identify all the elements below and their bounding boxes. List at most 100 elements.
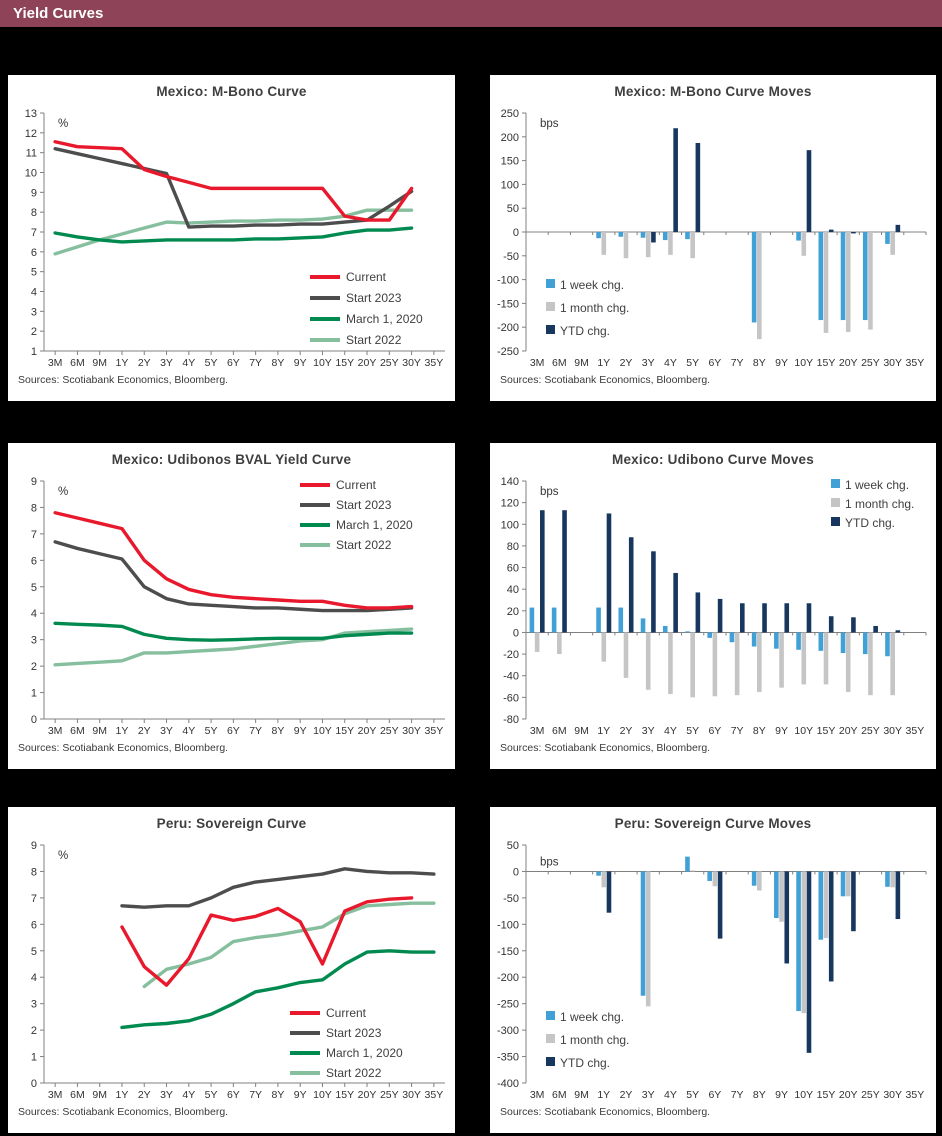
svg-text:8Y: 8Y — [271, 357, 284, 369]
svg-text:9M: 9M — [92, 357, 107, 369]
svg-text:30Y: 30Y — [402, 725, 421, 737]
svg-text:30Y: 30Y — [883, 1089, 902, 1101]
svg-text:3Y: 3Y — [160, 1089, 173, 1101]
svg-text:3M: 3M — [48, 357, 63, 369]
svg-text:9M: 9M — [92, 725, 107, 737]
page-title: Yield Curves — [13, 5, 104, 22]
svg-text:10Y: 10Y — [313, 357, 332, 369]
svg-text:5Y: 5Y — [686, 725, 699, 737]
chart-title: Peru: Sovereign Curve Moves — [614, 816, 812, 831]
svg-text:8Y: 8Y — [753, 1089, 766, 1101]
svg-text:8Y: 8Y — [753, 725, 766, 737]
svg-text:YTD chg.: YTD chg. — [560, 1056, 610, 1070]
svg-text:-60: -60 — [503, 692, 519, 704]
svg-text:Start 2023: Start 2023 — [326, 1026, 382, 1040]
svg-text:4: 4 — [31, 608, 37, 620]
svg-text:20Y: 20Y — [358, 725, 377, 737]
svg-text:12: 12 — [25, 128, 37, 140]
chart-canvas-bar: -400 -350 -300 -250 -200 -150 -100 -50 0 50 3M 6M 9M… — [497, 840, 927, 1101]
svg-text:3M: 3M — [530, 725, 545, 737]
svg-text:1Y: 1Y — [597, 725, 610, 737]
svg-text:-40: -40 — [503, 671, 519, 683]
svg-text:8Y: 8Y — [271, 1089, 284, 1101]
svg-text:35Y: 35Y — [906, 725, 925, 737]
svg-text:4Y: 4Y — [664, 357, 677, 369]
svg-text:9Y: 9Y — [775, 725, 788, 737]
svg-text:6M: 6M — [70, 1089, 85, 1101]
svg-text:-100: -100 — [497, 919, 519, 931]
svg-text:-50: -50 — [503, 893, 519, 905]
chart-canvas-bar: -250 -200 -150 -100 -50 0 50 100 150 200 250 3M 6M 9M… — [497, 108, 927, 369]
svg-text:5Y: 5Y — [686, 357, 699, 369]
svg-text:8: 8 — [31, 502, 37, 514]
svg-text:20Y: 20Y — [839, 725, 858, 737]
svg-text:7: 7 — [31, 893, 37, 905]
svg-text:7: 7 — [31, 529, 37, 541]
svg-text:1 month chg.: 1 month chg. — [845, 497, 914, 511]
svg-text:8: 8 — [31, 207, 37, 219]
svg-text:30Y: 30Y — [883, 357, 902, 369]
svg-text:15Y: 15Y — [817, 357, 836, 369]
sources-text: Sources: Scotiabank Economics, Bloomberg… — [500, 374, 711, 386]
svg-text:0: 0 — [513, 227, 519, 239]
svg-text:2: 2 — [31, 661, 37, 673]
svg-text:%: % — [58, 486, 68, 498]
svg-text:1: 1 — [31, 688, 37, 700]
chart-panel-udibonos-curve: Mexico: Udibonos BVAL Yield Curve 0 1 2 3 4 5… — [8, 443, 455, 769]
svg-text:-400: -400 — [497, 1078, 519, 1090]
svg-text:50: 50 — [507, 840, 519, 852]
svg-text:0: 0 — [513, 866, 519, 878]
svg-text:10Y: 10Y — [794, 357, 813, 369]
svg-text:6M: 6M — [70, 725, 85, 737]
svg-text:8: 8 — [31, 866, 37, 878]
svg-text:20Y: 20Y — [358, 357, 377, 369]
svg-text:2Y: 2Y — [138, 1089, 151, 1101]
svg-text:20: 20 — [507, 606, 519, 618]
svg-text:4Y: 4Y — [182, 357, 195, 369]
svg-text:1 week chg.: 1 week chg. — [845, 478, 909, 492]
svg-text:1: 1 — [31, 1052, 37, 1064]
svg-text:35Y: 35Y — [425, 357, 444, 369]
svg-text:140: 140 — [501, 476, 519, 488]
svg-text:3Y: 3Y — [160, 725, 173, 737]
svg-text:March 1, 2020: March 1, 2020 — [336, 518, 413, 532]
svg-text:9Y: 9Y — [294, 357, 307, 369]
svg-text:13: 13 — [25, 108, 37, 120]
svg-text:3Y: 3Y — [642, 357, 655, 369]
svg-text:3M: 3M — [48, 1089, 63, 1101]
svg-text:5: 5 — [31, 267, 37, 279]
svg-text:3Y: 3Y — [642, 1089, 655, 1101]
svg-text:9Y: 9Y — [775, 1089, 788, 1101]
sources-text: Sources: Scotiabank Economics, Bloomberg… — [500, 742, 711, 754]
svg-text:5: 5 — [31, 582, 37, 594]
svg-text:9M: 9M — [574, 357, 589, 369]
svg-text:3Y: 3Y — [642, 725, 655, 737]
svg-text:bps: bps — [540, 486, 559, 498]
svg-text:6M: 6M — [70, 357, 85, 369]
section-header: Yield Curves — [0, 0, 942, 27]
svg-text:9: 9 — [31, 187, 37, 199]
sources-text: Sources: Scotiabank Economics, Bloomberg… — [18, 742, 229, 754]
svg-text:1Y: 1Y — [116, 1089, 129, 1101]
svg-text:bps: bps — [540, 118, 559, 130]
svg-text:40: 40 — [507, 584, 519, 596]
svg-text:-300: -300 — [497, 1025, 519, 1037]
svg-text:6Y: 6Y — [227, 357, 240, 369]
chart-panel-peru-moves: Peru: Sovereign Curve Moves -400 -350 -300… — [490, 807, 936, 1133]
svg-text:-200: -200 — [497, 322, 519, 334]
svg-text:0: 0 — [513, 627, 519, 639]
svg-text:2Y: 2Y — [620, 1089, 633, 1101]
svg-text:10Y: 10Y — [794, 1089, 813, 1101]
svg-text:-150: -150 — [497, 946, 519, 958]
chart-canvas-line: 0 1 2 3 4 5 6 7 8 9 3M 6M 9M 1Y 2Y 3Y 4Y 5Y 6Y 7Y 8Y 9Y 10Y 15Y… — [31, 476, 445, 737]
svg-text:15Y: 15Y — [817, 1089, 836, 1101]
svg-text:7Y: 7Y — [731, 1089, 744, 1101]
chart-title: Mexico: M-Bono Curve — [156, 84, 307, 99]
svg-text:YTD chg.: YTD chg. — [845, 516, 895, 530]
svg-text:-150: -150 — [497, 298, 519, 310]
svg-text:1 week chg.: 1 week chg. — [560, 278, 624, 292]
svg-text:15Y: 15Y — [335, 1089, 354, 1101]
chart-panel-mbono-curve: Mexico: M-Bono Curve 1 2 3 4 5 6 7 8 9 10 11 12 13 3M… — [8, 75, 455, 401]
svg-text:6: 6 — [31, 919, 37, 931]
svg-text:Current: Current — [326, 1006, 367, 1020]
